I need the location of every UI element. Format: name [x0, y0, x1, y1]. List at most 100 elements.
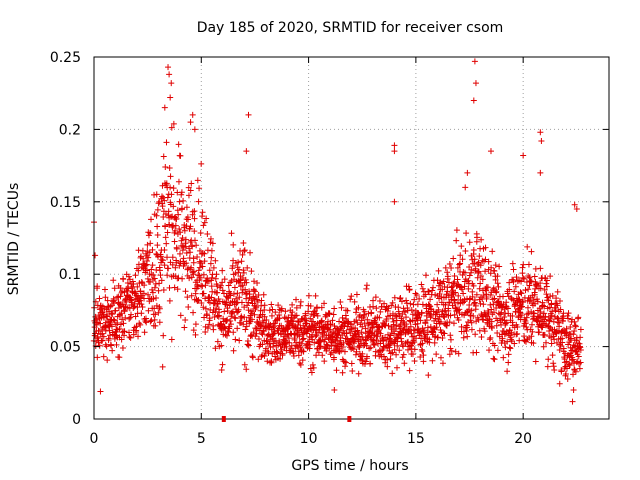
data-point	[480, 316, 487, 323]
data-point	[396, 347, 403, 354]
data-point	[293, 304, 300, 311]
data-point	[99, 337, 106, 344]
data-point	[509, 312, 516, 319]
y-tick-label: 0.2	[59, 122, 81, 138]
data-point-outlier	[189, 111, 196, 118]
data-point	[148, 216, 155, 223]
data-point	[239, 289, 246, 296]
data-point	[242, 286, 249, 293]
data-point	[153, 212, 160, 219]
data-point	[255, 356, 262, 363]
data-point	[190, 309, 197, 316]
data-point	[567, 324, 574, 331]
data-point	[468, 307, 475, 314]
data-point	[487, 291, 494, 298]
data-point	[418, 281, 425, 288]
data-point	[180, 255, 187, 262]
data-point-outlier	[470, 97, 477, 104]
data-point-outlier	[245, 111, 252, 118]
data-point	[174, 286, 181, 293]
data-point	[391, 346, 398, 353]
data-point	[442, 301, 449, 308]
data-point	[317, 337, 324, 344]
data-point-outlier	[391, 198, 398, 205]
data-point	[192, 290, 199, 297]
data-point	[541, 331, 548, 338]
data-point	[421, 327, 428, 334]
data-point	[182, 317, 189, 324]
data-point-outlier	[573, 206, 580, 213]
data-point	[171, 284, 178, 291]
data-point	[463, 327, 470, 334]
data-point	[418, 309, 425, 316]
data-point-outlier	[464, 169, 471, 176]
data-point	[133, 329, 140, 336]
data-point-outlier	[538, 137, 545, 144]
data-point	[188, 180, 195, 187]
data-point	[172, 222, 179, 229]
data-point	[138, 301, 145, 308]
data-point-outlier	[243, 148, 250, 155]
data-point	[433, 351, 440, 358]
data-point	[312, 292, 319, 299]
data-point	[435, 306, 442, 313]
data-point	[384, 356, 391, 363]
data-point	[257, 322, 264, 329]
data-point	[516, 337, 523, 344]
data-point	[576, 365, 583, 372]
data-point	[549, 292, 556, 299]
data-point	[192, 321, 199, 328]
data-point	[327, 351, 334, 358]
data-point	[455, 292, 462, 299]
data-point	[154, 223, 161, 230]
data-point	[349, 335, 356, 342]
data-point	[363, 282, 370, 289]
data-point	[437, 319, 444, 326]
data-point	[188, 274, 195, 281]
data-point	[136, 320, 143, 327]
data-point	[169, 223, 176, 230]
data-point	[149, 262, 156, 269]
data-point	[549, 352, 556, 359]
data-point	[374, 333, 381, 340]
data-point	[489, 248, 496, 255]
data-point	[389, 370, 396, 377]
data-point	[359, 350, 366, 357]
data-point	[161, 246, 168, 253]
data-point	[469, 293, 476, 300]
data-point	[159, 203, 166, 210]
data-point	[229, 308, 236, 315]
data-point	[162, 234, 169, 241]
data-point	[211, 297, 218, 304]
data-point	[243, 279, 250, 286]
data-point	[121, 289, 128, 296]
data-point	[355, 370, 362, 377]
data-point	[125, 273, 132, 280]
data-point	[144, 275, 151, 282]
data-point	[321, 300, 328, 307]
data-point	[285, 314, 292, 321]
data-point	[405, 283, 412, 290]
data-point	[214, 289, 221, 296]
data-point	[563, 365, 570, 372]
data-point	[444, 273, 451, 280]
data-point	[547, 273, 554, 280]
data-point	[513, 274, 520, 281]
data-point	[231, 314, 238, 321]
data-point	[155, 309, 162, 316]
data-point	[577, 344, 584, 351]
data-point	[385, 322, 392, 329]
data-point	[109, 347, 116, 354]
data-point	[477, 300, 484, 307]
data-point	[543, 280, 550, 287]
data-point	[232, 336, 239, 343]
data-point	[377, 308, 384, 315]
data-point	[108, 323, 115, 330]
data-point	[506, 286, 513, 293]
data-point	[341, 348, 348, 355]
data-point	[530, 310, 537, 317]
data-point	[216, 309, 223, 316]
data-point	[378, 303, 385, 310]
data-point	[190, 271, 197, 278]
